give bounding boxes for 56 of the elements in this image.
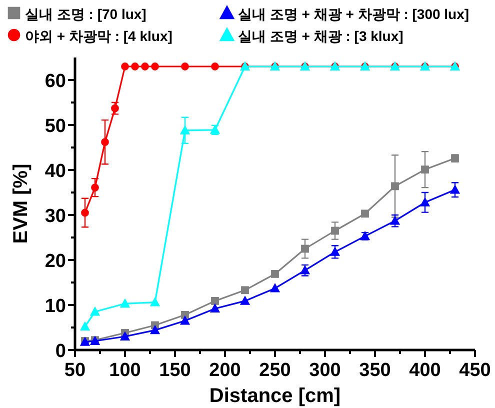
point — [81, 208, 89, 217]
point — [390, 216, 400, 225]
x-tick-label: 400 — [409, 360, 441, 381]
point — [90, 307, 100, 316]
y-tick-label: 10 — [44, 296, 66, 317]
x-axis-title: Distance [cm] — [209, 385, 341, 407]
point — [91, 184, 99, 192]
point — [150, 326, 160, 334]
x-tick-label: 150 — [159, 360, 191, 381]
point — [211, 62, 219, 70]
point — [131, 62, 139, 70]
legend-label: 실내 조명 : [70 lux] — [25, 6, 146, 22]
point — [141, 62, 149, 70]
x-tick-label: 250 — [259, 360, 291, 381]
y-tick-label: 20 — [44, 251, 66, 272]
point — [120, 299, 130, 308]
x-tick-label: 50 — [64, 360, 86, 381]
y-tick-label: 0 — [55, 341, 66, 362]
point — [121, 62, 129, 70]
y-tick-label: 30 — [44, 206, 66, 227]
point — [120, 332, 130, 340]
y-tick-label: 60 — [44, 71, 66, 92]
legend-label: 야외 + 차광막 : [4 klux] — [25, 28, 172, 44]
x-tick-label: 450 — [459, 360, 491, 381]
point — [420, 198, 430, 206]
y-axis-title: EVM [%] — [10, 164, 32, 244]
point — [101, 138, 109, 146]
y-tick-label: 40 — [44, 161, 66, 182]
point — [80, 322, 90, 331]
point — [450, 185, 460, 194]
x-tick-label: 200 — [209, 360, 241, 381]
point — [181, 62, 189, 70]
point — [150, 298, 160, 306]
point — [111, 104, 119, 112]
point — [211, 297, 219, 305]
point — [271, 270, 279, 278]
point — [241, 286, 249, 294]
point — [301, 244, 309, 253]
y-tick-label: 50 — [44, 116, 66, 137]
x-tick-label: 300 — [309, 360, 341, 381]
point — [421, 166, 429, 174]
point — [270, 284, 280, 292]
point — [331, 226, 339, 235]
x-tick-label: 350 — [359, 360, 391, 381]
legend-label: 실내 조명 + 채광 : [3 klux] — [238, 28, 404, 44]
point — [180, 126, 190, 134]
point — [151, 62, 159, 70]
x-tick-label: 100 — [109, 360, 141, 381]
point — [361, 210, 369, 218]
point — [240, 296, 250, 305]
point — [180, 316, 190, 325]
point — [210, 304, 220, 313]
legend-label: 실내 조명 + 채광 + 차광막 : [300 lux] — [238, 6, 470, 22]
point — [391, 182, 399, 190]
point — [181, 310, 189, 319]
point — [330, 247, 340, 256]
